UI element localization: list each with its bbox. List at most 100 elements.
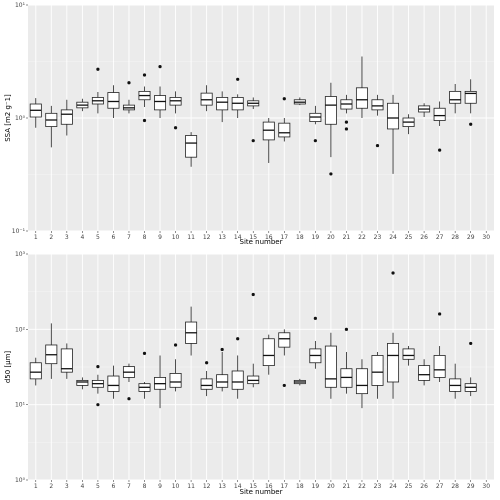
box: [216, 374, 229, 388]
boxplot-site-20: [324, 82, 337, 176]
box: [324, 96, 337, 125]
boxplot-site-14: [231, 77, 244, 118]
boxplot-site-25: [402, 114, 415, 135]
y-tick-label: 10¹: [15, 402, 26, 409]
outlier-point: [375, 143, 380, 148]
boxplot-site-11: [185, 132, 198, 167]
boxplot-site-4: [76, 98, 89, 112]
box: [154, 95, 167, 111]
x-tick-label: 15: [249, 234, 257, 241]
x-tick-label: 13: [218, 234, 226, 241]
x-tick-label: 11: [187, 483, 195, 490]
x-tick-label: 8: [143, 483, 147, 490]
outlier-point: [220, 347, 224, 352]
x-tick-label: 1: [34, 234, 38, 241]
boxplot-site-16: [262, 334, 275, 375]
y-tick-label: 10⁰: [15, 477, 26, 484]
x-tick-label: 5: [96, 483, 100, 490]
x-tick-label: 10: [172, 483, 180, 490]
outlier-point: [282, 97, 286, 101]
x-tick-label: 19: [312, 234, 320, 241]
x-tick-label: 18: [296, 483, 304, 490]
outlier-point: [173, 126, 178, 130]
boxplot-site-28: [449, 83, 462, 114]
outlier-point: [96, 67, 100, 71]
boxplot-site-23: [371, 352, 384, 399]
x-tick-label: 7: [127, 483, 131, 490]
boxplot-site-17: [278, 97, 291, 142]
outlier-point: [96, 365, 100, 369]
x-tick-label: 11: [187, 234, 195, 241]
x-tick-label: 28: [451, 234, 459, 241]
x-tick-label: 28: [451, 483, 459, 490]
x-tick-label: 19: [312, 483, 320, 490]
boxplot-site-16: [262, 118, 275, 163]
boxplot-site-8: [138, 351, 151, 399]
outlier-point: [344, 120, 349, 124]
box: [355, 368, 368, 395]
outlier-point: [251, 139, 255, 143]
x-tick-label: 5: [96, 234, 100, 241]
y-axis-label: d50 [μm]: [4, 351, 12, 384]
box: [371, 355, 384, 386]
boxplot-site-13: [216, 347, 229, 392]
boxplot-site-1: [29, 357, 42, 386]
boxplot-site-20: [324, 332, 337, 399]
x-tick-label: 14: [234, 234, 242, 241]
boxplot-site-26: [418, 103, 431, 118]
x-tick-label: 16: [265, 234, 273, 241]
boxplot-site-18: [293, 378, 306, 386]
box: [402, 348, 415, 360]
boxplot-site-22: [355, 359, 368, 409]
x-tick-label: 10: [172, 234, 180, 241]
box: [107, 375, 120, 392]
box: [371, 99, 384, 111]
x-tick-label: 22: [358, 483, 366, 490]
y-tick-label: 10²: [15, 326, 26, 333]
y-tick-label: 10⁻¹: [12, 228, 26, 235]
x-tick-label: 23: [374, 483, 382, 490]
x-tick-label: 8: [143, 234, 147, 241]
boxplot-site-21: [340, 327, 353, 394]
outlier-point: [469, 341, 473, 346]
x-tick-label: 12: [203, 234, 211, 241]
x-tick-label: 25: [405, 483, 413, 490]
outlier-point: [344, 327, 349, 331]
box: [185, 135, 198, 158]
boxplot-site-15: [247, 292, 260, 388]
box: [200, 378, 213, 390]
x-tick-label: 30: [482, 234, 490, 241]
outlier-point: [205, 361, 209, 365]
box: [76, 379, 89, 386]
x-tick-label: 23: [374, 234, 382, 241]
boxplot-site-10: [169, 91, 182, 130]
boxplot-site-3: [60, 343, 73, 379]
boxplot-site-2: [45, 105, 58, 148]
box: [433, 107, 446, 121]
outlier-point: [251, 292, 255, 297]
x-tick-label: 15: [249, 483, 257, 490]
x-tick-label: 9: [158, 234, 162, 241]
boxplot-site-7: [122, 363, 135, 401]
x-tick-label: 21: [343, 483, 351, 490]
x-tick-label: 20: [327, 234, 335, 241]
y-tick-label: 10⁰: [15, 115, 26, 122]
box: [387, 102, 400, 130]
x-tick-label: 27: [436, 234, 444, 241]
outlier-point: [96, 403, 100, 407]
boxplot-site-18: [293, 97, 306, 106]
x-tick-label: 4: [80, 234, 84, 241]
box: [387, 343, 400, 383]
x-tick-label: 17: [280, 234, 288, 241]
outlier-point: [158, 65, 162, 69]
boxplot-site-19: [309, 105, 322, 143]
x-tick-label: 6: [112, 483, 116, 490]
box: [107, 92, 120, 109]
box: [324, 345, 337, 388]
boxplot-site-23: [371, 94, 384, 148]
x-tick-label: 7: [127, 234, 131, 241]
box: [278, 332, 291, 348]
outlier-point: [344, 127, 349, 131]
box: [464, 90, 477, 104]
